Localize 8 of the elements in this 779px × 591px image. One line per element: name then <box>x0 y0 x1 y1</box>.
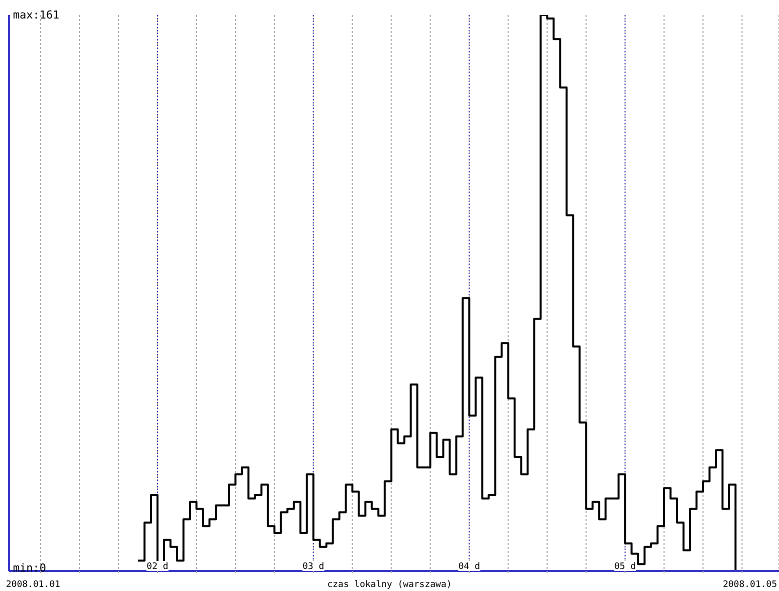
text: 2008.01.01 <box>6 579 60 591</box>
x-tick-label: 04 d <box>458 562 480 572</box>
x-tick-label: 03 d <box>302 562 324 572</box>
y-tick-label: max:161 <box>13 8 60 22</box>
x-axis-title: czas lokalny (warszawa) <box>327 579 452 591</box>
x-tick-label: 05 d <box>614 562 636 572</box>
text: 2008.01.05 <box>722 579 777 591</box>
x-tick-label: 02 d <box>146 562 168 572</box>
